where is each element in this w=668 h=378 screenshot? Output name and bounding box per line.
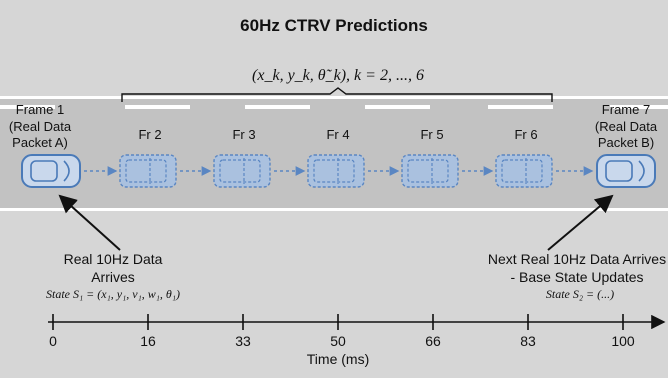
lane-dashes [0, 105, 668, 109]
timeline-tick-label: 16 [140, 333, 156, 349]
road [0, 98, 668, 210]
frame-1-title: Frame 1 [16, 102, 64, 117]
frame-1-label: Frame 1 (Real Data Packet A) [9, 102, 72, 150]
predicted-car-5-icon [401, 154, 459, 188]
annotation-left-state: State S₁ = (x₁, y₁, v₁, w₁, θ₁) [46, 287, 180, 301]
diagram-title: 60Hz CTRV Predictions [240, 16, 428, 35]
annotation-left-line-2: Arrives [91, 269, 135, 285]
annotation-right-line-1: Next Real 10Hz Data Arrives [488, 251, 666, 267]
timeline-ticks [52, 314, 624, 330]
frame-1-subtitle-1: (Real Data [9, 119, 72, 134]
predicted-frame-label: Fr 5 [420, 127, 443, 142]
arrow-to-frame-1-icon [58, 194, 121, 251]
timeline-tick-label: 0 [49, 333, 57, 349]
timeline-tick-label: 83 [520, 333, 536, 349]
frame-1-subtitle-2: Packet A) [12, 135, 68, 150]
frame-7-subtitle-1: (Real Data [595, 119, 658, 134]
predicted-frame-label: Fr 4 [326, 127, 349, 142]
timeline-tick-label: 100 [611, 333, 635, 349]
predicted-frame-label: Fr 6 [514, 127, 537, 142]
frame-7-label: Frame 7 (Real Data Packet B) [595, 102, 658, 150]
frame-7-subtitle-2: Packet B) [598, 135, 654, 150]
timeline-tick-label: 50 [330, 333, 346, 349]
annotation-right-line-2: - Base State Updates [510, 269, 643, 285]
annotation-left: Real 10Hz Data Arrives State S₁ = (x₁, y… [46, 251, 180, 301]
car-frame-1-icon [21, 154, 81, 188]
road-top-edge [0, 96, 668, 99]
predicted-car-2-icon [119, 154, 177, 188]
predicted-frame-label: Fr 2 [138, 127, 161, 142]
predicted-car-3-icon [213, 154, 271, 188]
annotation-right-state: State S₂ = (...) [546, 287, 614, 301]
arrow-to-frame-7-icon [547, 194, 614, 251]
prediction-label: (x_k, y_k, θ̃_k), k = 2, ..., 6 [252, 67, 424, 84]
timeline-label: Time (ms) [307, 351, 369, 367]
predicted-car-6-icon [495, 154, 553, 188]
prediction-bracket [121, 87, 553, 102]
road-bottom-edge [0, 208, 668, 211]
annotation-right: Next Real 10Hz Data Arrives - Base State… [488, 251, 666, 301]
annotation-left-line-1: Real 10Hz Data [64, 251, 163, 267]
frame-7-title: Frame 7 [602, 102, 650, 117]
car-frame-7-icon [596, 154, 656, 188]
predicted-frame-labels: Fr 2 Fr 3 Fr 4 Fr 5 Fr 6 [138, 127, 537, 142]
timeline-tick-label: 33 [235, 333, 251, 349]
timeline-tick-labels: 0 16 33 50 66 83 100 [49, 333, 635, 349]
predicted-frame-label: Fr 3 [232, 127, 255, 142]
timeline-tick-label: 66 [425, 333, 441, 349]
predicted-car-4-icon [307, 154, 365, 188]
